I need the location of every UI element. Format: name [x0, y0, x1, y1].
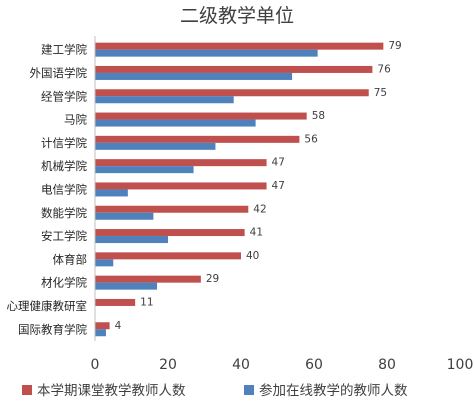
x-tick-label: 80	[378, 357, 396, 373]
bar-online-teachers	[95, 282, 158, 290]
category-label: 心理健康教研室	[7, 299, 88, 313]
bar-classroom-teachers	[95, 322, 110, 330]
bar-online-teachers	[95, 142, 216, 150]
data-label: 47	[272, 180, 285, 192]
category-label: 经管学院	[41, 89, 87, 103]
data-label: 58	[312, 110, 325, 122]
category-label: 外国语学院	[30, 66, 88, 80]
bar-online-teachers	[95, 189, 128, 197]
bar-online-teachers	[95, 329, 106, 337]
bar-classroom-teachers	[95, 112, 307, 120]
data-label: 29	[206, 273, 219, 285]
data-label: 75	[374, 87, 387, 99]
legend-label: 参加在线教学的教师人数	[259, 382, 408, 399]
data-label: 56	[304, 133, 318, 145]
legend-swatch	[244, 385, 254, 395]
category-label: 数能学院	[41, 206, 87, 220]
category-label: 材化学院	[41, 276, 87, 290]
bar-online-teachers	[95, 236, 168, 244]
bar-classroom-teachers	[95, 205, 249, 213]
bar-classroom-teachers	[95, 89, 369, 97]
bar-classroom-teachers	[95, 65, 373, 73]
category-label: 马院	[64, 113, 87, 127]
bar-online-teachers	[95, 96, 234, 104]
data-label: 47	[272, 157, 285, 169]
data-label: 79	[388, 40, 401, 52]
category-label: 计信学院	[41, 136, 87, 150]
legend: 本学期课堂教学教师人数 参加在线教学的教师人数	[22, 382, 408, 399]
x-tick-label: 0	[91, 357, 100, 373]
data-label: 41	[250, 227, 263, 239]
legend-swatch	[22, 385, 32, 395]
chart-title: 二级教学单位	[180, 5, 294, 27]
category-label: 体育部	[53, 252, 88, 266]
x-tick-label: 60	[305, 357, 323, 373]
bar-online-teachers	[95, 119, 256, 127]
bar-classroom-teachers	[95, 159, 267, 167]
bar-classroom-teachers	[95, 135, 300, 143]
x-tick-label: 20	[159, 357, 177, 373]
category-label: 建工学院	[41, 43, 87, 57]
data-label: 42	[253, 203, 266, 215]
data-label: 11	[140, 296, 153, 308]
bars-layer	[95, 42, 384, 337]
data-label: 4	[115, 320, 122, 332]
bar-classroom-teachers	[95, 252, 241, 260]
bar-online-teachers	[95, 72, 293, 80]
bar-classroom-teachers	[95, 229, 245, 237]
category-label: 国际教育学院	[18, 322, 87, 336]
data-label: 40	[246, 250, 259, 262]
x-tick-label: 100	[447, 357, 474, 373]
bar-classroom-teachers	[95, 298, 136, 306]
bar-online-teachers	[95, 49, 318, 57]
bar-classroom-teachers	[95, 182, 267, 190]
category-label: 电信学院	[41, 182, 87, 196]
data-label: 76	[377, 63, 391, 75]
bar-online-teachers	[95, 166, 194, 174]
bar-online-teachers	[95, 212, 154, 220]
x-tick-label: 40	[232, 357, 250, 373]
category-label: 机械学院	[41, 159, 87, 173]
bar-classroom-teachers	[95, 42, 384, 50]
axis-layer: 0 20 40 60 80 100	[91, 36, 474, 373]
labels-layer: 建工学院 79 外国语学院 76 经管学院 75 马院 58 计信学院 56 机械学院 47 电信学院 4…	[7, 40, 402, 336]
bar-classroom-teachers	[95, 275, 201, 283]
category-label: 安工学院	[41, 229, 87, 243]
legend-label: 本学期课堂教学教师人数	[37, 383, 186, 399]
bar-online-teachers	[95, 259, 114, 267]
